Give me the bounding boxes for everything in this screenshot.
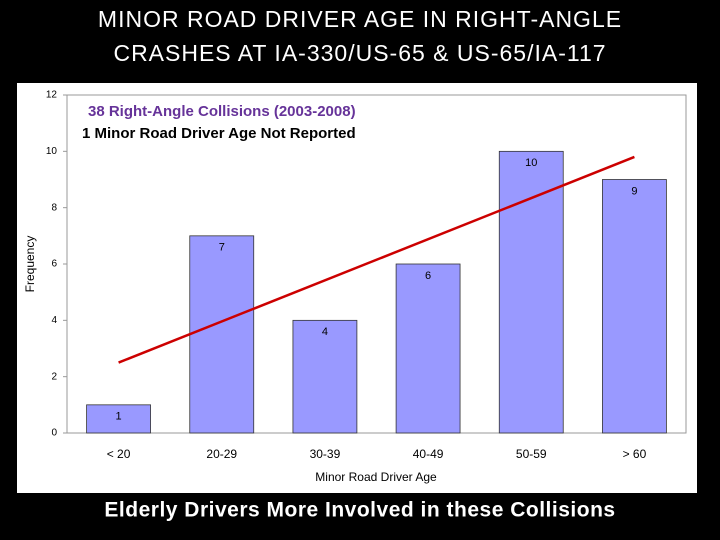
value-label: 9: [631, 185, 637, 197]
y-tick-label: 12: [46, 90, 58, 101]
y-tick-label: 0: [51, 428, 57, 439]
bar: [395, 263, 461, 434]
bar: [189, 235, 255, 434]
footer: Elderly Drivers More Involved in these C…: [104, 499, 615, 522]
y-tick-label: 6: [51, 259, 57, 270]
y-tick-label: 8: [51, 202, 57, 213]
trendline: [118, 155, 635, 364]
value-label: 6: [425, 270, 431, 282]
bar: [498, 150, 564, 434]
x-tick-label: < 20: [107, 447, 131, 461]
title-line: CRASHES AT IA-330/US-65 & US-65/IA-117: [113, 40, 606, 66]
y-tick-label: 4: [51, 315, 57, 326]
value-label: 10: [525, 157, 537, 169]
value-label: 7: [219, 242, 225, 254]
x-axis-label: Minor Road Driver Age: [315, 470, 437, 484]
annotation: 1 Minor Road Driver Age Not Reported: [82, 125, 356, 142]
plot-area: [66, 94, 687, 434]
value-label: 4: [322, 326, 328, 338]
title-line: MINOR ROAD DRIVER AGE IN RIGHT-ANGLE: [98, 6, 622, 32]
y-tick-label: 10: [46, 146, 58, 157]
x-tick-label: 20-29: [206, 447, 237, 461]
x-tick-label: 40-49: [413, 447, 444, 461]
y-tick-label: 2: [51, 371, 57, 382]
x-tick-label: 30-39: [310, 447, 341, 461]
y-axis-label: Frequency: [23, 236, 37, 293]
bar: [292, 319, 358, 434]
x-tick-label: 50-59: [516, 447, 547, 461]
annotation: 38 Right-Angle Collisions (2003-2008): [88, 103, 356, 120]
bar: [602, 179, 667, 434]
value-label: 1: [116, 411, 122, 423]
x-tick-label: > 60: [623, 447, 647, 461]
bar: [86, 404, 151, 434]
